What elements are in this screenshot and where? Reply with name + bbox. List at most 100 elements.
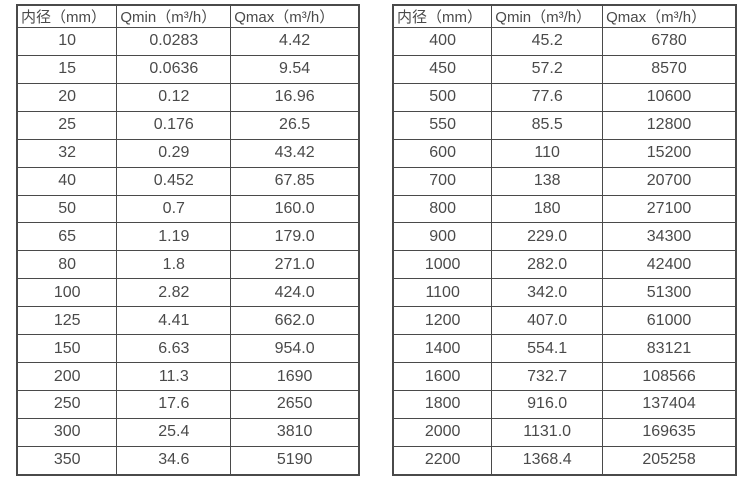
table-row: 350 34.6 5190 — [16, 445, 360, 476]
table-cell: 3810 — [230, 417, 360, 447]
table-row: 200 11.3 1690 — [16, 362, 360, 391]
table-row: 80 1.8 271.0 — [16, 250, 360, 280]
table-cell: 1.8 — [116, 250, 232, 280]
table-cell: 342.0 — [491, 278, 604, 308]
table-cell: 0.0283 — [116, 27, 232, 56]
table-cell: 10 — [16, 27, 118, 56]
table-cell: 40 — [16, 166, 118, 196]
table-row: 550 85.5 12800 — [392, 110, 737, 140]
table-cell: 300 — [16, 417, 118, 447]
table-cell: 550 — [392, 110, 493, 140]
table-cell: 200 — [16, 362, 118, 391]
table-cell: 16.96 — [230, 82, 360, 112]
table-cell: 1400 — [392, 334, 493, 364]
table-row: 450 57.2 8570 — [392, 54, 737, 84]
column-header-diameter: 内径（mm） — [392, 4, 493, 28]
table-row: 40 0.452 67.85 — [16, 166, 360, 196]
table-cell: 50 — [16, 194, 118, 224]
table-cell: 32 — [16, 138, 118, 168]
table-row: 15 0.0636 9.54 — [16, 54, 360, 84]
table-cell: 25.4 — [116, 417, 232, 447]
table-row: 600 110 15200 — [392, 138, 737, 168]
table-cell: 125 — [16, 306, 118, 336]
table-cell: 9.54 — [230, 54, 360, 84]
table-cell: 42400 — [602, 250, 737, 280]
table-row: 800 180 27100 — [392, 194, 737, 224]
table-cell: 407.0 — [491, 306, 604, 336]
table-cell: 77.6 — [491, 82, 604, 112]
table-cell: 180 — [491, 194, 604, 224]
table-row: 50 0.7 160.0 — [16, 194, 360, 224]
column-header-qmin: Qmin（m³/h） — [491, 4, 604, 28]
table-cell: 169635 — [602, 417, 737, 447]
table-row: 2200 1368.4 205258 — [392, 445, 737, 476]
table-cell: 85.5 — [491, 110, 604, 140]
table-row: 32 0.29 43.42 — [16, 138, 360, 168]
table-cell: 500 — [392, 82, 493, 112]
table-cell: 1690 — [230, 362, 360, 391]
table-row: 250 17.6 2650 — [16, 389, 360, 419]
table-cell: 1368.4 — [491, 445, 604, 476]
table-cell: 65 — [16, 222, 118, 252]
table-cell: 27100 — [602, 194, 737, 224]
table-cell: 15200 — [602, 138, 737, 168]
table-cell: 1000 — [392, 250, 493, 280]
table-row: 400 45.2 6780 — [392, 27, 737, 56]
table-cell: 0.176 — [116, 110, 232, 140]
table-cell: 0.7 — [116, 194, 232, 224]
table-cell: 250 — [16, 389, 118, 419]
table-row: 700 138 20700 — [392, 166, 737, 196]
table-cell: 900 — [392, 222, 493, 252]
table-cell: 1200 — [392, 306, 493, 336]
table-cell: 229.0 — [491, 222, 604, 252]
table-cell: 34.6 — [116, 445, 232, 476]
table-cell: 0.452 — [116, 166, 232, 196]
table-row: 10 0.0283 4.42 — [16, 27, 360, 56]
table-cell: 8570 — [602, 54, 737, 84]
table-body: 10 0.0283 4.42 15 0.0636 9.54 20 0.12 16.96 25 0.1… — [16, 27, 360, 476]
table-cell: 0.0636 — [116, 54, 232, 84]
table-cell: 61000 — [602, 306, 737, 336]
table-cell: 282.0 — [491, 250, 604, 280]
table-cell: 450 — [392, 54, 493, 84]
table-cell: 732.7 — [491, 362, 604, 391]
table-cell: 15 — [16, 54, 118, 84]
table-cell: 600 — [392, 138, 493, 168]
table-cell: 205258 — [602, 445, 737, 476]
table-cell: 2000 — [392, 417, 493, 447]
table-cell: 0.29 — [116, 138, 232, 168]
table-cell: 10600 — [602, 82, 737, 112]
table-cell: 0.12 — [116, 82, 232, 112]
table-row: 1100 342.0 51300 — [392, 278, 737, 308]
table-row: 2000 1131.0 169635 — [392, 417, 737, 447]
table-row: 500 77.6 10600 — [392, 82, 737, 112]
table-cell: 108566 — [602, 362, 737, 391]
table-cell: 954.0 — [230, 334, 360, 364]
table-cell: 916.0 — [491, 389, 604, 419]
table-row: 1400 554.1 83121 — [392, 334, 737, 364]
table-cell: 6.63 — [116, 334, 232, 364]
table-cell: 100 — [16, 278, 118, 308]
table-cell: 110 — [491, 138, 604, 168]
table-cell: 400 — [392, 27, 493, 56]
table-cell: 137404 — [602, 389, 737, 419]
table-cell: 6780 — [602, 27, 737, 56]
table-cell: 5190 — [230, 445, 360, 476]
table-cell: 1600 — [392, 362, 493, 391]
table-cell: 34300 — [602, 222, 737, 252]
flow-spec-table-small-diameters: 内径（mm） Qmin（m³/h） Qmax（m³/h） 10 0.0283 4.4… — [16, 4, 360, 476]
table-cell: 80 — [16, 250, 118, 280]
table-cell: 83121 — [602, 334, 737, 364]
table-cell: 4.42 — [230, 27, 360, 56]
table-cell: 150 — [16, 334, 118, 364]
table-cell: 662.0 — [230, 306, 360, 336]
column-header-qmin: Qmin（m³/h） — [116, 4, 232, 28]
table-row: 25 0.176 26.5 — [16, 110, 360, 140]
table-cell: 26.5 — [230, 110, 360, 140]
table-cell: 179.0 — [230, 222, 360, 252]
table-cell: 554.1 — [491, 334, 604, 364]
table-cell: 350 — [16, 445, 118, 476]
table-cell: 1800 — [392, 389, 493, 419]
table-cell: 45.2 — [491, 27, 604, 56]
